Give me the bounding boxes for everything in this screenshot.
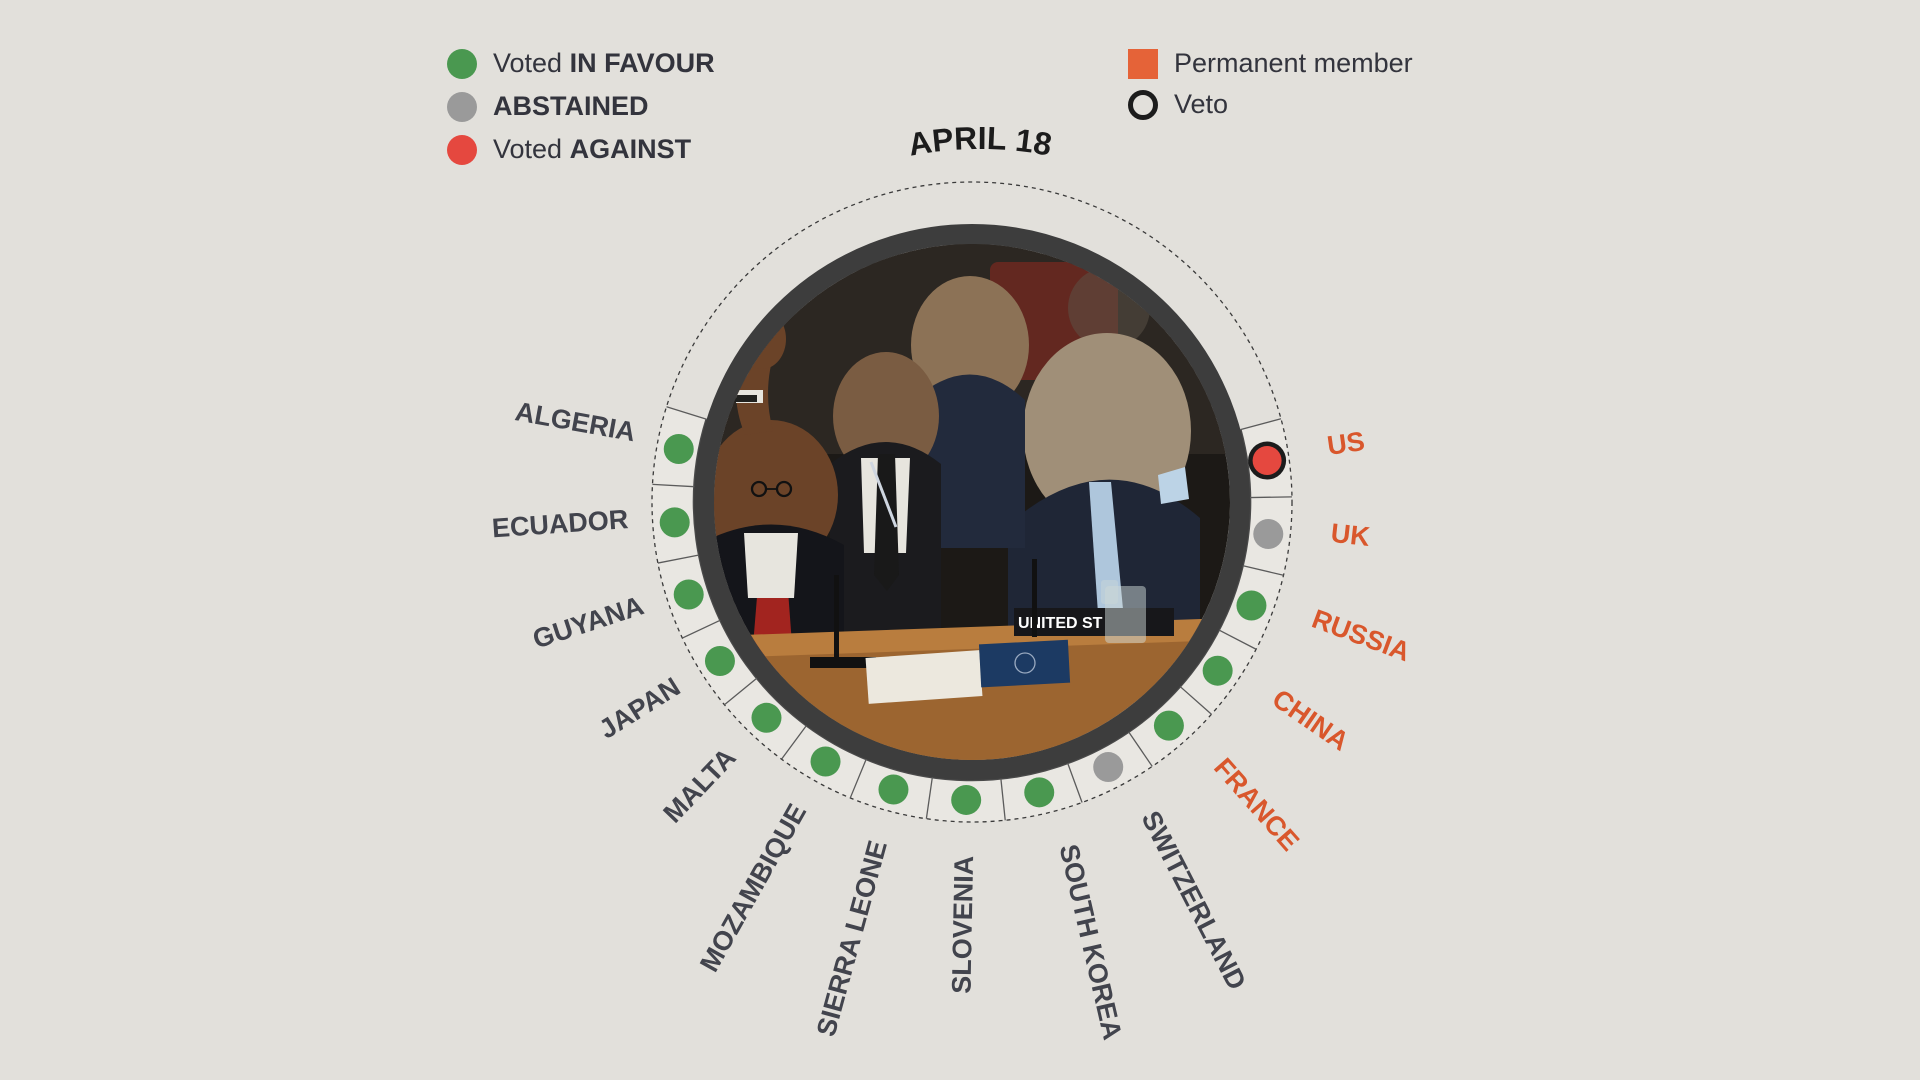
svg-text:UK: UK bbox=[1329, 518, 1372, 552]
svg-text:US: US bbox=[1325, 426, 1366, 461]
svg-text:SLOVENIA: SLOVENIA bbox=[946, 855, 979, 994]
svg-text:UNITED ST: UNITED ST bbox=[1018, 615, 1103, 632]
